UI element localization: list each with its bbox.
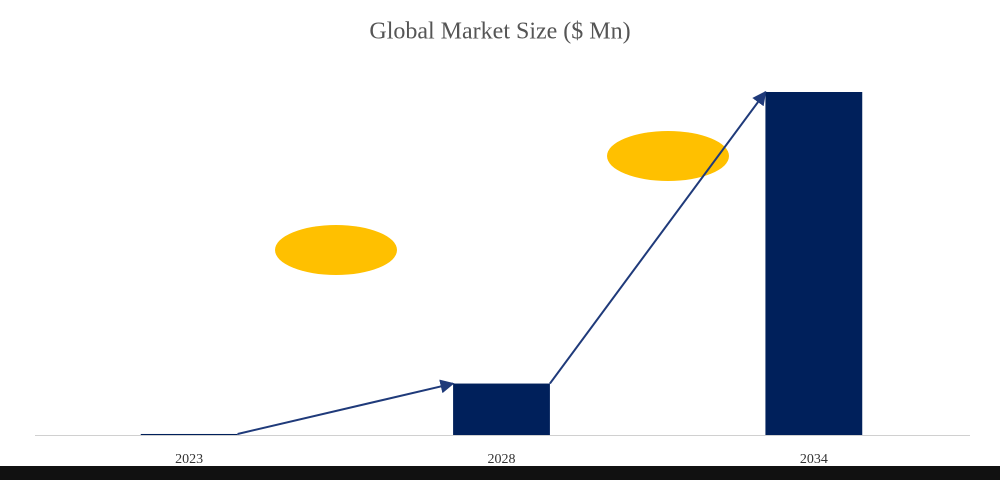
trend-arrow	[549, 90, 767, 385]
trend-arrow	[237, 379, 455, 435]
x-tick-label: 2023	[175, 452, 203, 467]
x-tick-label: 2034	[800, 452, 828, 467]
x-tick-label: 2028	[488, 452, 516, 467]
bar	[140, 433, 238, 435]
bar	[765, 92, 863, 435]
bottom-border	[0, 466, 1000, 480]
badge	[607, 131, 729, 181]
chart-title: Global Market Size ($ Mn)	[369, 19, 630, 45]
badge	[275, 225, 397, 275]
bar	[453, 383, 550, 435]
